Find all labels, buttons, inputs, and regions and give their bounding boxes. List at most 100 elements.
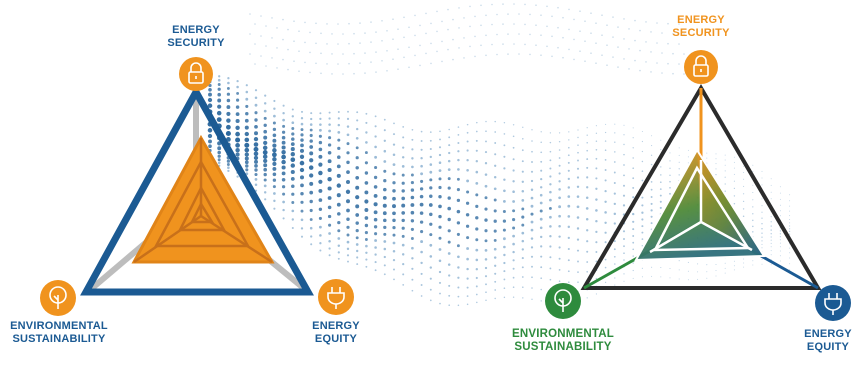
wave-dot — [484, 266, 488, 270]
wave-dot — [770, 239, 772, 241]
wave-dot — [410, 237, 414, 240]
wave-dot — [584, 20, 586, 23]
wave-dot — [576, 249, 580, 252]
wave-dot — [411, 246, 414, 250]
wave-dot — [253, 146, 259, 152]
wave-dot — [374, 269, 377, 272]
wave-dot — [272, 161, 277, 166]
wave-dot — [539, 226, 543, 230]
wave-dot — [374, 239, 378, 242]
wave-dot — [226, 118, 231, 123]
wave-dot — [346, 208, 350, 213]
wave-dot — [484, 162, 488, 165]
wave-dot — [365, 265, 368, 268]
wave-dot — [540, 141, 542, 144]
wave-dot — [558, 157, 561, 159]
wave-dot — [567, 225, 571, 229]
wave-dot — [429, 178, 433, 182]
label-line: ENERGY — [804, 328, 852, 340]
wave-dot — [752, 260, 754, 262]
wave-dot — [293, 20, 295, 23]
wave-dot — [567, 177, 570, 181]
wave-dot — [761, 205, 763, 207]
wave-dot — [733, 180, 735, 182]
wave-dot — [298, 70, 300, 72]
wave-dot — [439, 302, 441, 305]
wave-dot — [291, 132, 295, 136]
wave-dot — [715, 173, 717, 176]
wave-dot — [512, 259, 515, 262]
label-line: ENERGY — [677, 14, 725, 26]
wave-dot — [217, 104, 222, 109]
wave-dot — [641, 276, 643, 278]
wave-dot — [595, 241, 598, 244]
wave-dot — [789, 269, 791, 271]
wave-dot — [475, 204, 479, 208]
wave-dot — [491, 3, 493, 6]
wave-dot — [623, 164, 625, 166]
wave-dot — [613, 192, 616, 195]
wave-dot — [742, 208, 745, 210]
wave-dot — [485, 283, 487, 286]
wave-dot — [347, 110, 349, 113]
wave-dot — [337, 123, 341, 127]
wave-dot — [466, 277, 469, 280]
wave-dot — [375, 31, 377, 33]
wave-dot — [521, 231, 525, 235]
wave-dot — [457, 266, 460, 269]
wave-dot — [345, 179, 351, 185]
wave-dot — [290, 169, 295, 175]
wave-dot — [522, 138, 524, 140]
wave-dot — [623, 18, 625, 20]
wave-dot — [521, 257, 524, 260]
wave-dot — [397, 68, 399, 70]
wave-dot — [337, 244, 341, 247]
wave-dot — [345, 199, 351, 204]
wave-dot — [382, 211, 387, 216]
wave-dot — [291, 108, 294, 111]
wave-dot — [463, 37, 465, 39]
wave-dot — [521, 207, 525, 211]
wave-dot — [613, 240, 616, 243]
wave-dot — [282, 124, 286, 128]
wave-dot — [309, 158, 314, 163]
wave-dot — [281, 178, 286, 182]
wave-dot — [604, 211, 607, 214]
wave-dot — [439, 292, 441, 295]
wave-dot — [641, 150, 644, 153]
wave-dot — [227, 81, 230, 85]
wave-dot — [660, 174, 662, 176]
wave-dot — [253, 155, 259, 161]
wave-dot — [503, 178, 506, 181]
wave-dot — [300, 133, 304, 137]
wave-dot — [521, 266, 524, 269]
wave-dot — [365, 258, 368, 261]
wave-dot — [448, 284, 451, 287]
wave-dot — [331, 33, 333, 35]
wave-dot — [244, 156, 249, 161]
wave-dot — [402, 262, 405, 266]
wave-dot — [458, 47, 460, 49]
wave-dot — [429, 266, 432, 269]
wave-dot — [632, 220, 635, 223]
wave-dot — [513, 3, 515, 5]
wave-dot — [429, 212, 433, 217]
wave-dot — [355, 221, 359, 225]
wave-dot — [521, 149, 524, 152]
wave-dot — [584, 40, 586, 42]
wave-dot — [436, 10, 438, 13]
wave-dot — [429, 155, 432, 159]
wave-dot — [770, 216, 772, 218]
wave-dot — [217, 161, 221, 165]
wave-dot — [531, 161, 533, 163]
wave-dot — [346, 233, 350, 237]
wave-dot — [770, 246, 772, 248]
wave-dot — [346, 142, 350, 146]
wave-dot — [420, 130, 423, 133]
wave-dot — [476, 301, 478, 304]
wave-dot — [235, 125, 240, 130]
wave-dot — [410, 173, 414, 177]
wave-dot — [310, 235, 313, 238]
wave-dot — [503, 296, 506, 299]
wave-dot — [319, 112, 322, 115]
